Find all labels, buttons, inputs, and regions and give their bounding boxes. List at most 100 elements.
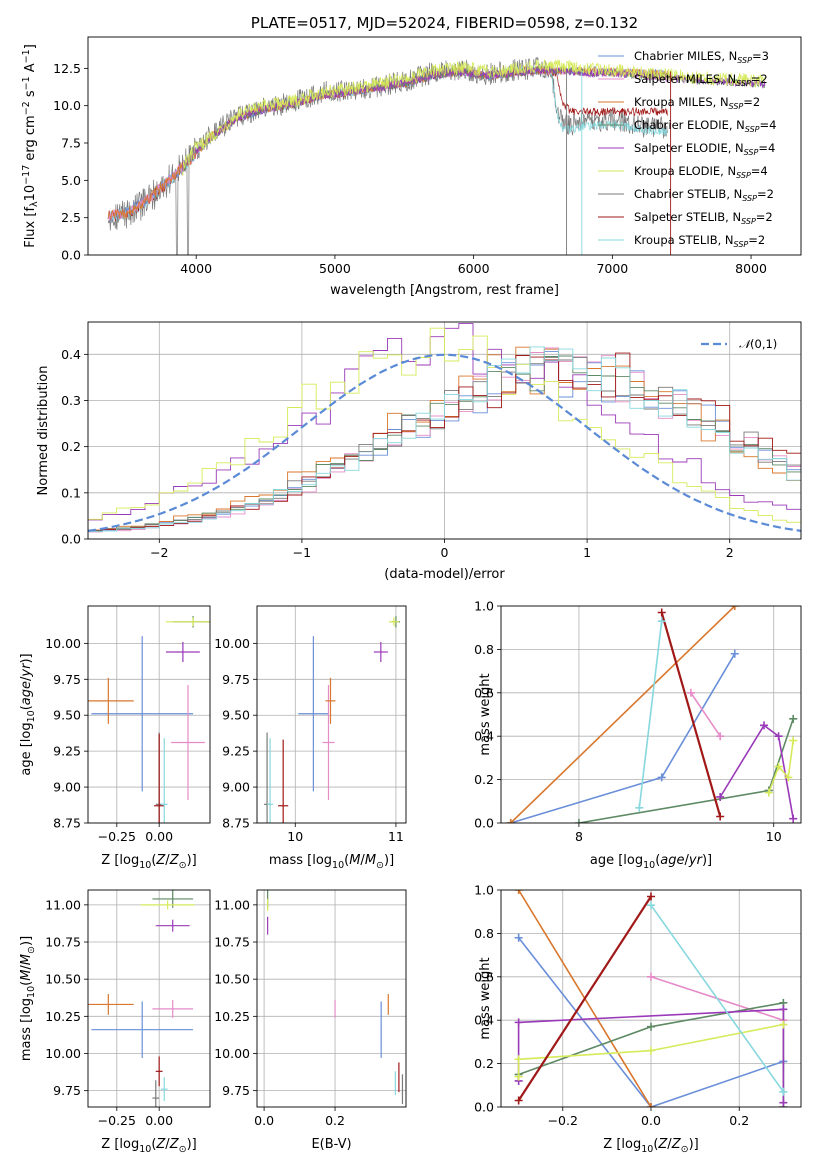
legend-label-kroupa_miles: Kroupa MILES, NSSP=2 xyxy=(634,95,760,111)
y-tick-label: 8.75 xyxy=(53,816,81,831)
y-tick-label: 10.75 xyxy=(45,935,81,950)
legend-suffix: =2 xyxy=(757,187,774,201)
label-part: M xyxy=(19,970,34,981)
label-part: mass [log xyxy=(19,998,34,1061)
x-axis-label: age [log10(age/yr)] xyxy=(590,853,712,871)
axes-frame xyxy=(500,605,802,824)
y-tick-label: 10.25 xyxy=(45,1009,81,1024)
label-part: / xyxy=(667,1137,672,1152)
y-tick-label: 11.00 xyxy=(45,897,81,912)
y-tick-label: 0.0 xyxy=(474,1100,494,1115)
x-tick-label: 0.2 xyxy=(729,1113,749,1128)
x-tick-label: 4000 xyxy=(180,261,212,276)
y-tick-label: 11.00 xyxy=(214,897,250,912)
label-part: Z xyxy=(169,1137,180,1152)
plot-area xyxy=(107,56,766,255)
y-tick-label: 9.50 xyxy=(53,708,81,723)
weight-line-chabrier_miles xyxy=(517,937,784,1107)
x-tick-label: −0.25 xyxy=(98,1113,136,1128)
label-part: M xyxy=(19,954,34,965)
weight-marker-salpeter_stelib xyxy=(647,892,655,901)
weight-marker-kroupa_elodie xyxy=(784,773,793,782)
label-part: yr xyxy=(688,853,704,868)
panel-mass_vs_Z: −0.25 0.00 9.75 10.00 10.25 10.50 10.75 11.00 Z … xyxy=(19,889,211,1155)
label-part: −17 xyxy=(21,165,32,185)
y-tick-label: 9.75 xyxy=(53,672,81,687)
plot-area xyxy=(257,606,406,823)
plot-area xyxy=(88,606,210,823)
legend-text: Salpeter ELODIE, N xyxy=(634,141,744,155)
axes-frame xyxy=(256,889,407,1108)
x-tick-label: 6000 xyxy=(458,261,490,276)
label-part: age xyxy=(660,853,684,868)
legend-suffix: =2 xyxy=(748,233,765,247)
legend-sub: SSP xyxy=(744,148,759,157)
x-axis-label: wavelength [Angstrom, rest frame] xyxy=(330,283,559,298)
label-part: / xyxy=(165,1137,170,1152)
x-tick-label: 7000 xyxy=(596,261,628,276)
panel-mass_vs_ebv: 0.0 0.2 9.75 10.00 10.25 10.50 10.75 11.00 E(B-V… xyxy=(214,889,407,1152)
y-tick-label: 1.0 xyxy=(474,883,494,898)
legend-text: Salpeter STELIB, N xyxy=(634,210,741,224)
y-tick-label: 10.50 xyxy=(45,972,81,987)
x-tick-label: 0.2 xyxy=(325,1113,345,1128)
x-axis-label: mass [log10(M/M⊙)] xyxy=(269,853,394,871)
label-part: 10 xyxy=(641,1144,653,1155)
axes-frame xyxy=(256,605,407,824)
label-part: ⊙ xyxy=(376,860,384,871)
weight-marker-salpeter_elodie xyxy=(779,1005,788,1014)
spectrum-line-salpeter_miles xyxy=(107,66,668,222)
y-tick-label: 10.00 xyxy=(45,1046,81,1061)
weight-line-kroupa_stelib xyxy=(638,621,663,808)
weight-marker-chabrier_miles xyxy=(730,649,739,658)
label-part: Z [log xyxy=(101,853,139,868)
label-part: )] xyxy=(19,936,34,946)
weight-line-kroupa_elodie xyxy=(517,1023,784,1077)
plot-area xyxy=(257,890,406,1107)
y-tick-label: 0.3 xyxy=(61,393,81,408)
label-part: 10 xyxy=(643,860,655,871)
panel-spectrum: 4000 5000 6000 7000 8000 0.0 2.5 5.0 7.5 10.0 12.5… xyxy=(21,14,802,298)
y-tick-label: 10.00 xyxy=(45,636,81,651)
y-tick-label: 0.4 xyxy=(474,1013,494,1028)
y-tick-label: 0.2 xyxy=(474,772,494,787)
label-part: age [log xyxy=(590,853,643,868)
weight-marker-chabrier_elodie xyxy=(789,714,798,723)
x-axis-label: (data-model)/error xyxy=(384,567,505,582)
label-part: M xyxy=(365,853,376,868)
legend-sub: SSP xyxy=(737,56,752,65)
weight-marker-salpeter_elodie xyxy=(514,1018,523,1027)
legend-label-kroupa_stelib: Kroupa STELIB, NSSP=2 xyxy=(634,233,765,249)
weight-marker-kroupa_miles xyxy=(514,890,523,894)
y-tick-label: 10.50 xyxy=(214,972,250,987)
label-part: / xyxy=(19,676,34,681)
weight-marker-chabrier_miles xyxy=(657,773,666,782)
spectrum-line-kroupa_elodie xyxy=(181,58,766,176)
legend-label-chabrier_elodie: Chabrier ELODIE, NSSP=4 xyxy=(634,118,776,134)
label-part: Z xyxy=(657,1137,668,1152)
label-part: ( xyxy=(655,853,660,868)
weight-marker-kroupa_miles xyxy=(730,606,739,610)
label-part: Z xyxy=(671,1137,682,1152)
legend-text: (0,1) xyxy=(750,337,777,351)
weight-line-kroupa_stelib xyxy=(650,904,785,1093)
weight-marker-kroupa_stelib xyxy=(647,901,655,910)
label-part: A xyxy=(23,63,38,76)
x-axis-label: E(B-V) xyxy=(311,1137,351,1152)
plot-area xyxy=(88,322,801,539)
label-part: / xyxy=(360,853,365,868)
legend-sub: SSP xyxy=(742,194,757,203)
label-part: )] xyxy=(689,1137,699,1152)
label-part: )] xyxy=(702,853,712,868)
label-part: ⊙ xyxy=(179,1144,187,1155)
x-tick-label: 8 xyxy=(575,829,583,844)
label-part: Flux [f xyxy=(23,207,38,248)
legend-suffix: =4 xyxy=(758,141,775,155)
label-part: ⊙ xyxy=(26,946,37,954)
weight-marker-salpeter_miles xyxy=(647,972,655,981)
y-tick-label: 9.25 xyxy=(53,744,81,759)
legend-label-chabrier_miles: Chabrier MILES, NSSP=3 xyxy=(634,49,769,65)
legend-label-chabrier_stelib: Chabrier STELIB, NSSP=2 xyxy=(634,187,774,203)
label-part: age [log xyxy=(19,722,34,775)
weight-marker-kroupa_elodie xyxy=(774,762,783,771)
